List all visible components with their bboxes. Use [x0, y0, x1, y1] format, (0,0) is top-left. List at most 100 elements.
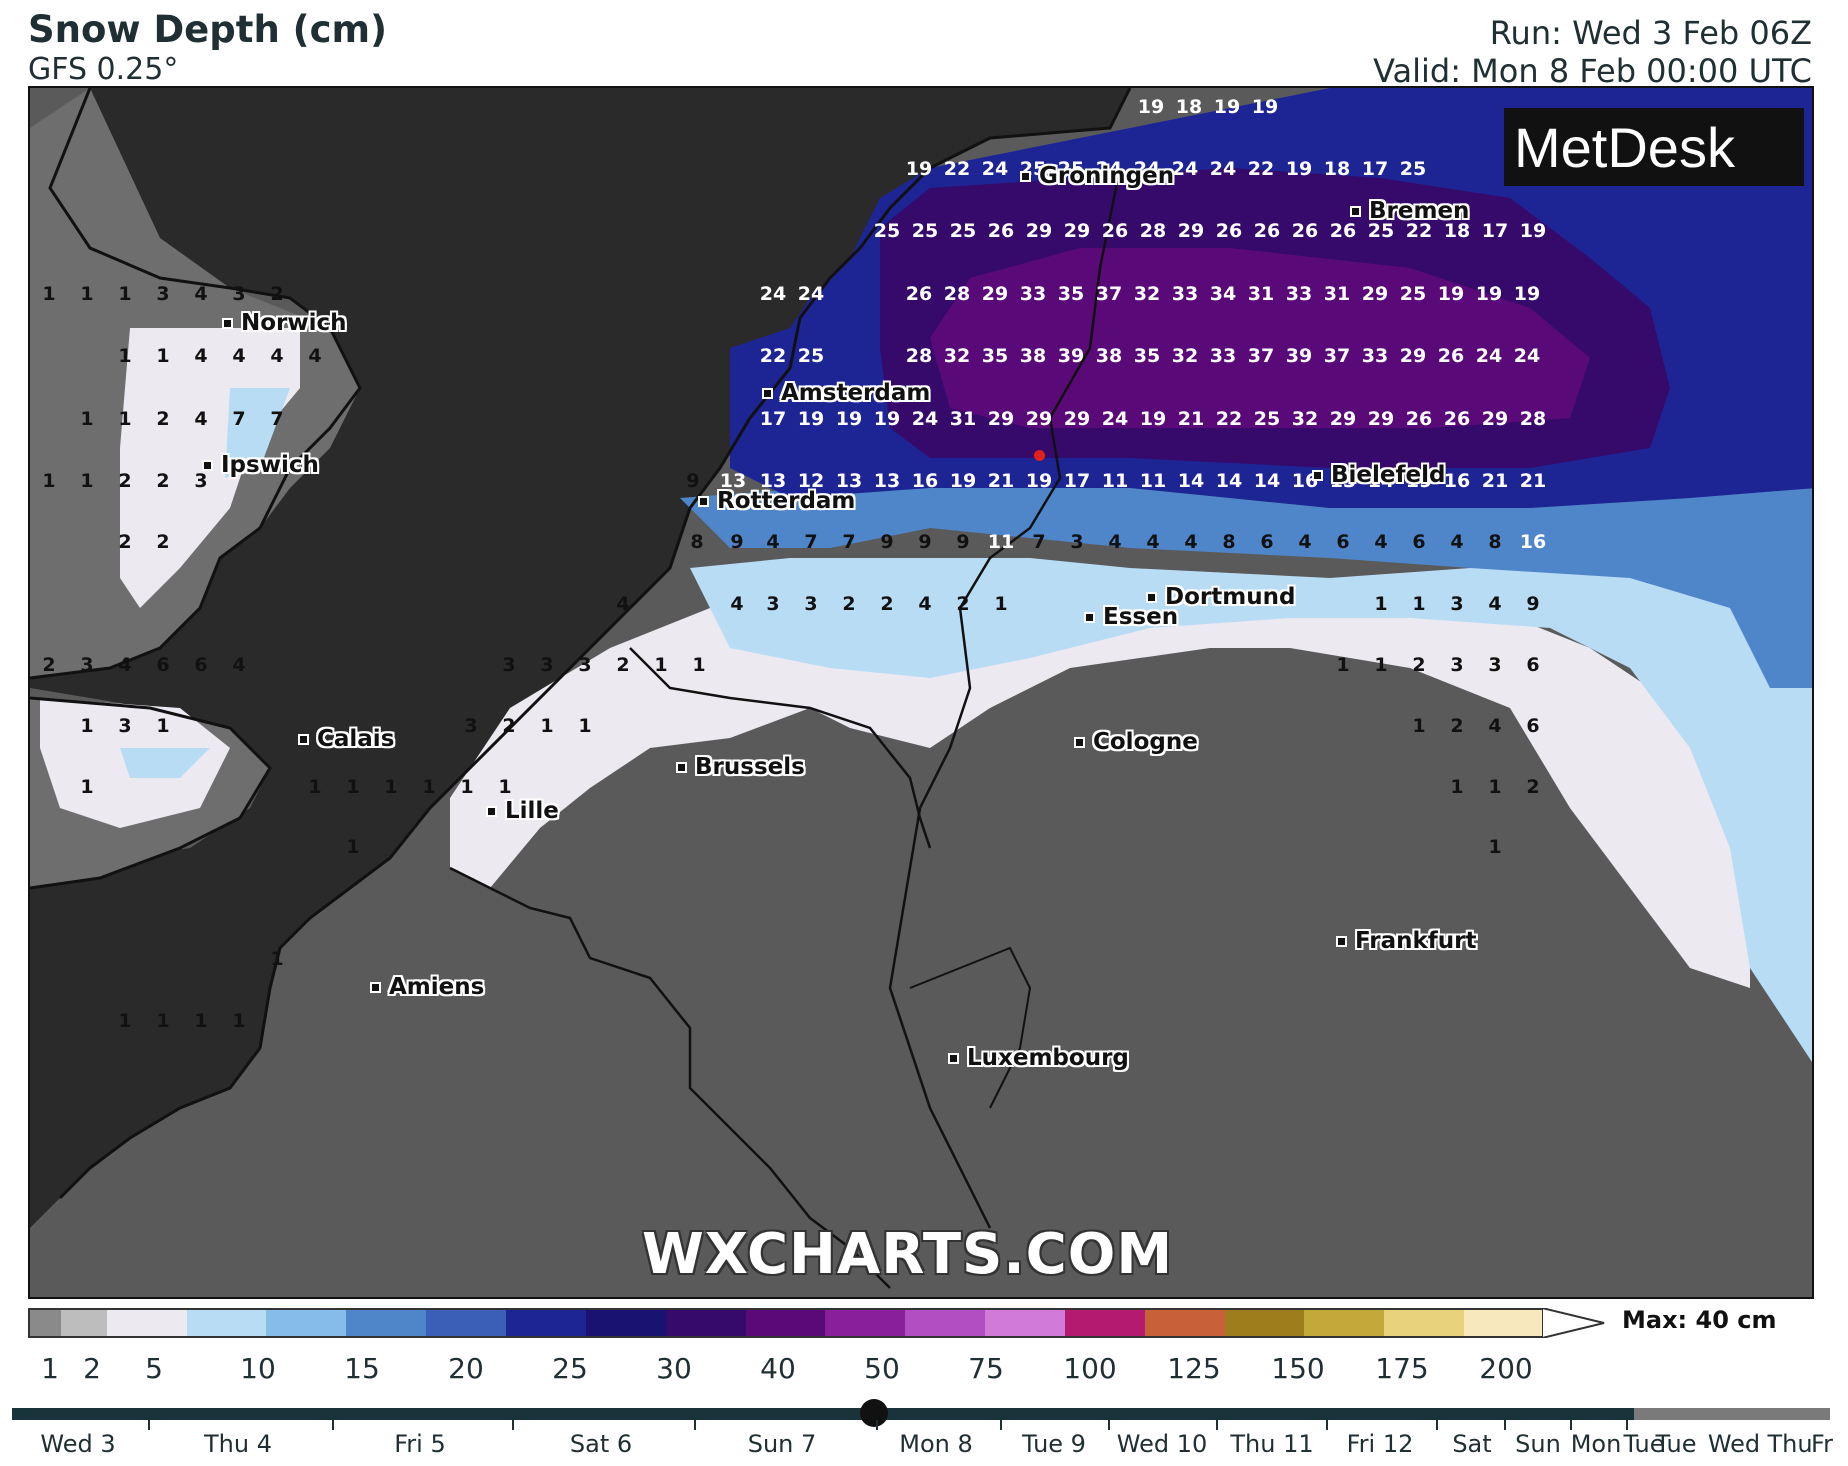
depth-value: 3: [1450, 654, 1464, 676]
timeline-day[interactable]: Sat: [1452, 1430, 1492, 1458]
timeline-day[interactable]: Thu: [1767, 1430, 1813, 1458]
timeline-day[interactable]: Tue: [1623, 1430, 1665, 1458]
timeline-day[interactable]: Sun 7: [747, 1430, 817, 1458]
depth-value: 2: [1450, 715, 1464, 737]
timeline-day[interactable]: Sun: [1515, 1430, 1561, 1458]
timeline-days: Wed 3 Thu 4 Fri 5 Sat 6 Sun 7 Mon 8 Tue 9 Wed 1…: [12, 1420, 1833, 1460]
timeline-tick: [148, 1420, 150, 1430]
legend-swatch: [1384, 1310, 1465, 1336]
legend-tick-label: 10: [240, 1352, 276, 1385]
depth-value: 26: [1291, 220, 1319, 242]
timeline-day[interactable]: Mon 8: [899, 1430, 973, 1458]
snow-blue: [680, 468, 1812, 688]
depth-value: 29: [1361, 283, 1389, 305]
depth-value: 29: [1025, 408, 1053, 430]
depth-value: 4: [1184, 531, 1198, 553]
legend-swatch: [1304, 1310, 1385, 1336]
depth-value: 32: [943, 345, 971, 367]
timeline-day[interactable]: Wed 10: [1116, 1430, 1208, 1458]
depth-value: 2: [270, 283, 284, 305]
depth-value: 24: [759, 283, 787, 305]
depth-value: 25: [873, 220, 901, 242]
timeline-day[interactable]: Wed 3: [40, 1430, 116, 1458]
depth-value: 1: [1336, 654, 1350, 676]
depth-value: 1: [80, 776, 94, 798]
depth-value: 19: [1137, 96, 1165, 118]
depth-value: 1: [1374, 654, 1388, 676]
legend-tick-label: 100: [1063, 1352, 1117, 1385]
depth-value: 4: [616, 593, 630, 615]
depth-value: 1: [80, 470, 94, 492]
depth-value: 28: [943, 283, 971, 305]
depth-value: 8: [1222, 531, 1236, 553]
depth-value: 29: [1367, 408, 1395, 430]
timeline-day[interactable]: Fri 12: [1346, 1430, 1414, 1458]
depth-value: 34: [1209, 283, 1237, 305]
legend-color-bar: [28, 1308, 1546, 1338]
depth-value: 33: [1285, 283, 1313, 305]
depth-value: 19: [1251, 96, 1279, 118]
border-nl-de: [888, 167, 1122, 1229]
timeline-day[interactable]: Tue: [1655, 1430, 1697, 1458]
snow-depth-map[interactable]: 19 18 19 19 19 22 24 25 25 24 24 24 24 22 19 18 17 25 25 25…: [28, 86, 1814, 1299]
depth-value: 25: [797, 345, 825, 367]
depth-value: 1: [692, 654, 706, 676]
legend-swatch: [1224, 1310, 1305, 1336]
legend-swatch: [426, 1310, 506, 1336]
timeline-day[interactable]: Mon: [1570, 1430, 1622, 1458]
depth-value: 26: [987, 220, 1015, 242]
depth-value: 24: [911, 408, 939, 430]
timeline-tick: [1216, 1420, 1218, 1430]
timeline-tick: [1626, 1420, 1628, 1430]
depth-value: 26: [1101, 220, 1129, 242]
depth-value: 29: [1481, 408, 1509, 430]
depth-value: 25: [1253, 408, 1281, 430]
depth-value: 28: [1139, 220, 1167, 242]
timeline-tick: [1570, 1420, 1572, 1430]
timeline-day[interactable]: Thu 4: [204, 1430, 272, 1458]
depth-value: 4: [270, 345, 284, 367]
timeline-slider-handle[interactable]: [860, 1399, 888, 1427]
depth-value: 6: [1526, 654, 1540, 676]
depth-value: 1: [1450, 776, 1464, 798]
depth-value: 21: [1177, 408, 1205, 430]
timeline-tick: [876, 1420, 878, 1430]
timeline-day[interactable]: Sat 6: [569, 1430, 633, 1458]
depth-value: 22: [1247, 158, 1275, 180]
depth-value: 6: [1336, 531, 1350, 553]
city-ipswich: Ipswich: [202, 452, 319, 478]
snow-kent-blue: [120, 748, 210, 778]
depth-value: 14: [1177, 470, 1205, 492]
depth-value: 31: [949, 408, 977, 430]
depth-value: 8: [690, 531, 704, 553]
depth-value: 17: [1063, 470, 1091, 492]
depth-value: 9: [918, 531, 932, 553]
timeline-track[interactable]: [12, 1408, 1830, 1420]
depth-value: 3: [766, 593, 780, 615]
depth-value: 1: [42, 470, 56, 492]
depth-value: 4: [1108, 531, 1122, 553]
depth-value: 2: [1526, 776, 1540, 798]
depth-value: 29: [1399, 345, 1427, 367]
depth-value: 1: [578, 715, 592, 737]
depth-value: 19: [1213, 96, 1241, 118]
depth-value: 18: [1323, 158, 1351, 180]
timeline-day[interactable]: Wed: [1707, 1430, 1761, 1458]
legend-tick-label: 50: [864, 1352, 900, 1385]
depth-value: 31: [1323, 283, 1351, 305]
timeline-day[interactable]: Thu 11: [1230, 1430, 1314, 1458]
depth-value: 35: [1057, 283, 1085, 305]
depth-value: 3: [804, 593, 818, 615]
depth-value: 35: [1133, 345, 1161, 367]
timeline-day[interactable]: Tue 9: [1022, 1430, 1086, 1458]
depth-value: 4: [308, 345, 322, 367]
depth-value: 24: [1209, 158, 1237, 180]
depth-value: 32: [1133, 283, 1161, 305]
depth-value: 19: [949, 470, 977, 492]
chart-title: Snow Depth (cm): [28, 8, 387, 51]
legend-tick-label: 5: [145, 1352, 163, 1385]
timeline-day[interactable]: Fr: [1811, 1430, 1833, 1458]
timeline-day[interactable]: Fri 5: [394, 1430, 446, 1458]
depth-value: 32: [1291, 408, 1319, 430]
depth-value: 9: [686, 470, 700, 492]
